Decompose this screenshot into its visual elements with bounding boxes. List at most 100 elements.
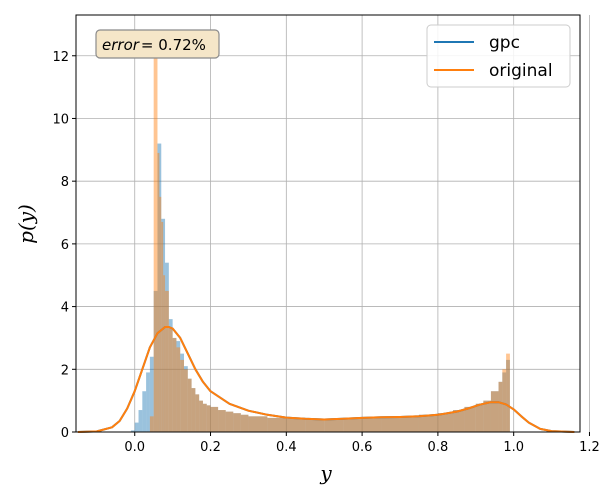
hist-bar-gpc [475,403,484,432]
hist-bar-original [210,406,219,432]
hist-bar-gpc [506,359,510,432]
hist-bar-gpc [134,422,139,432]
hist-bar-original [191,388,196,432]
hist-bar-gpc [210,406,219,432]
x-axis-label: y [319,461,332,485]
hist-bar-original [498,381,503,432]
hist-bar-gpc [184,366,188,432]
hist-bar-original [149,416,154,432]
y-tick-label: 2 [61,363,69,378]
hist-bar-original [464,406,476,432]
hist-bar-original [153,36,158,433]
hist-bar-gpc [165,262,169,432]
hist-bar-original [202,403,207,432]
hist-bar-original [184,369,188,432]
hist-bar-gpc [161,218,166,432]
x-tick-label: 0.6 [352,440,373,455]
hist-bar-gpc [381,416,400,432]
y-axis-ticks: 0 2 4 6 8 10 12 [52,50,76,441]
y-tick-label: 4 [61,301,69,316]
hist-bar-original [176,347,181,432]
hist-bar-original [453,410,465,432]
x-tick-label: 1.0 [503,440,524,455]
hist-bar-original [157,152,160,432]
hist-bar-gpc [206,405,211,432]
hist-bar-gpc [149,356,154,432]
legend-label-gpc: gpc [489,33,520,53]
hist-bar-gpc [498,381,503,432]
hist-bar-original [324,418,344,432]
error-annotation-text: error = 0.72% [102,36,206,54]
y-tick-label: 10 [52,112,69,127]
error-annotation-label: error [102,36,140,54]
hist-bar-original [199,400,203,432]
y-axis-label: p(y) [14,204,38,244]
hist-bar-gpc [490,391,499,432]
hist-bar-original [172,337,177,432]
error-annotation: error = 0.72% [95,29,220,59]
hist-bar-original [187,378,192,432]
y-tick-label: 8 [61,175,69,190]
hist-bar-gpc [233,413,241,432]
hist-bar-original [225,411,234,432]
hist-bar-gpc [400,416,419,432]
legend-label-original: original [489,61,553,81]
hist-bar-original [233,413,241,432]
hist-bar-original [218,410,226,432]
hist-bar-original [475,403,484,432]
hist-bar-gpc [240,414,249,432]
hist-bar-gpc [191,388,196,432]
error-annotation-value: = 0.72% [141,36,206,54]
hist-bar-gpc [218,410,226,432]
hist-bar-original [490,391,499,432]
hist-bar-original [483,400,491,432]
hist-bar-gpc [324,418,344,432]
legend: gpc original [426,24,571,88]
hist-bar-gpc [202,403,207,432]
x-tick-label: 0.0 [124,440,145,455]
hist-bar-gpc [453,410,465,432]
hist-bar-original [343,417,363,432]
hist-bar-original [400,416,419,432]
hist-bar-gpc [437,413,454,432]
hist-bar-gpc [286,418,306,432]
y-tick-label: 6 [61,238,69,253]
y-tick-label: 12 [52,50,69,65]
hist-bar-original [206,405,211,432]
hist-bar-gpc [343,417,363,432]
legend-box [426,24,571,88]
hist-bar-original [248,416,268,432]
hist-bar-gpc [138,410,143,432]
hist-bar-original [240,414,249,432]
hist-bar-gpc [195,394,200,432]
hist-bar-gpc [267,417,287,432]
histogram-bars [130,36,510,433]
x-tick-label: 0.4 [276,440,297,455]
hist-bar-original [286,418,306,432]
hist-bar-gpc [168,319,173,432]
hist-bar-original [159,196,162,432]
density-curves [77,326,575,433]
hist-bar-gpc [146,372,150,432]
y-tick-label: 0 [61,426,69,441]
hist-bar-original [418,414,438,432]
x-axis-ticks: 0.0 0.2 0.4 0.6 0.8 1.0 1.2 [124,432,600,455]
hist-bar-original [381,416,400,432]
hist-bar-original [267,417,287,432]
hist-bar-gpc [418,414,438,432]
hist-bar-gpc [153,290,158,432]
hist-bar-gpc [483,400,491,432]
error-annotation-box [95,29,220,59]
x-tick-label: 1.2 [579,440,600,455]
hist-bar-original [168,328,173,432]
hist-bar-original [305,419,325,432]
hist-bar-gpc [142,391,147,432]
hist-bar-original [195,394,200,432]
hist-bar-gpc [362,417,382,432]
hist-bar-gpc [130,430,135,432]
hist-bar-original [165,290,169,432]
x-tick-label: 0.8 [428,440,449,455]
hist-bar-gpc [172,337,177,432]
